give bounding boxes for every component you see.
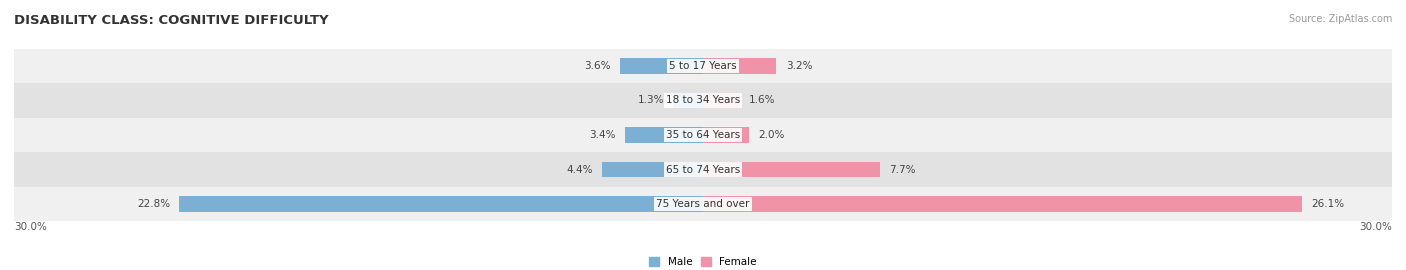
Text: 2.0%: 2.0%: [758, 130, 785, 140]
Bar: [703, 162, 880, 177]
Bar: [673, 93, 703, 108]
Text: 1.6%: 1.6%: [749, 95, 776, 106]
Text: 26.1%: 26.1%: [1312, 199, 1344, 209]
Text: 75 Years and over: 75 Years and over: [657, 199, 749, 209]
Text: DISABILITY CLASS: COGNITIVE DIFFICULTY: DISABILITY CLASS: COGNITIVE DIFFICULTY: [14, 14, 329, 26]
Text: 5 to 17 Years: 5 to 17 Years: [669, 61, 737, 71]
Bar: [624, 127, 703, 143]
Text: 3.6%: 3.6%: [585, 61, 612, 71]
Bar: [703, 93, 740, 108]
Bar: [14, 49, 1392, 83]
Text: 65 to 74 Years: 65 to 74 Years: [666, 164, 740, 175]
Bar: [14, 118, 1392, 152]
Bar: [14, 187, 1392, 221]
Bar: [14, 152, 1392, 187]
Text: 18 to 34 Years: 18 to 34 Years: [666, 95, 740, 106]
Text: 4.4%: 4.4%: [567, 164, 593, 175]
Text: 30.0%: 30.0%: [14, 222, 46, 232]
Bar: [703, 196, 1302, 212]
Text: 3.4%: 3.4%: [589, 130, 616, 140]
Bar: [14, 83, 1392, 118]
Legend: Male, Female: Male, Female: [645, 253, 761, 270]
Text: 30.0%: 30.0%: [1360, 222, 1392, 232]
Text: Source: ZipAtlas.com: Source: ZipAtlas.com: [1288, 14, 1392, 23]
Text: 3.2%: 3.2%: [786, 61, 813, 71]
Bar: [180, 196, 703, 212]
Text: 35 to 64 Years: 35 to 64 Years: [666, 130, 740, 140]
Bar: [703, 127, 749, 143]
Bar: [703, 58, 776, 74]
Text: 1.3%: 1.3%: [637, 95, 664, 106]
Text: 7.7%: 7.7%: [889, 164, 915, 175]
Bar: [620, 58, 703, 74]
Bar: [602, 162, 703, 177]
Text: 22.8%: 22.8%: [138, 199, 170, 209]
